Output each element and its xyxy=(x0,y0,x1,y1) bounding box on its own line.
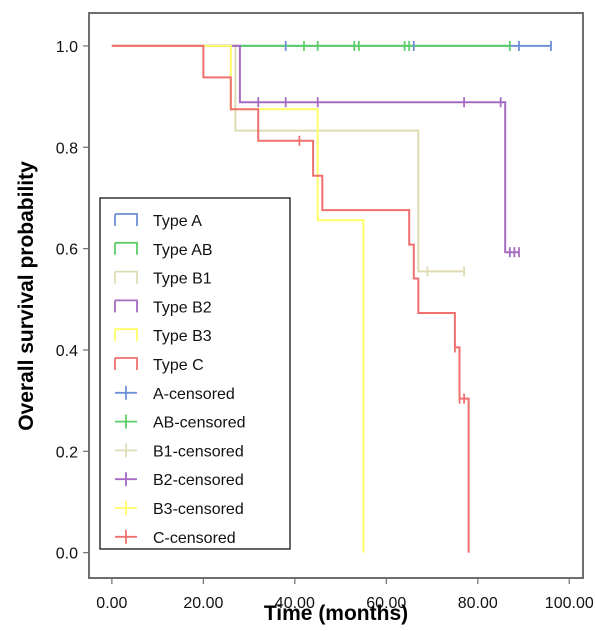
x-tick-label: 40.00 xyxy=(275,595,315,612)
legend-label-b1-censored: B1-censored xyxy=(153,443,244,460)
y-tick-label: 0.0 xyxy=(56,546,78,563)
legend-swatch-type-b2 xyxy=(114,299,138,313)
y-tick-label: 0.2 xyxy=(56,444,78,461)
legend: Type A Type AB Type B1 Type B2 Type B3 Type C… xyxy=(99,197,291,550)
series-line-type-c xyxy=(111,44,470,553)
x-axis-title: Time (months) xyxy=(264,602,408,625)
x-tick-label: 20.00 xyxy=(183,595,223,612)
y-tick-label: 0.6 xyxy=(56,242,78,259)
x-tick-label: 80.00 xyxy=(458,595,498,612)
legend-label-type-b2: Type B2 xyxy=(153,299,212,316)
series-layer xyxy=(111,44,551,553)
y-tick-label: 1.0 xyxy=(56,39,78,56)
legend-label-ab-censored: AB-censored xyxy=(153,415,246,432)
legend-label-c-censored: C-censored xyxy=(153,530,236,547)
x-tick-label: 0.00 xyxy=(96,595,127,612)
legend-swatch-type-b3 xyxy=(114,328,138,342)
legend-label-b2-censored: B2-censored xyxy=(153,472,244,489)
legend-swatch-type-b1 xyxy=(114,270,138,284)
x-tick-label: 60.00 xyxy=(366,595,406,612)
y-axis-title: Overall survival probability xyxy=(15,161,38,431)
legend-label-type-b3: Type B3 xyxy=(153,328,212,345)
y-axis: 0.0 0.2 0.4 0.6 0.8 1.0 xyxy=(56,39,89,563)
legend-label-b3-censored: B3-censored xyxy=(153,501,244,518)
legend-label-type-a: Type A xyxy=(153,213,202,230)
censor-layer xyxy=(257,40,552,404)
y-tick-label: 0.8 xyxy=(56,140,78,157)
legend-swatch-type-ab xyxy=(114,241,138,255)
legend-box xyxy=(99,197,291,550)
y-tick-label: 0.4 xyxy=(56,343,78,360)
legend-label-type-c: Type C xyxy=(153,357,204,374)
legend-label-type-ab: Type AB xyxy=(153,242,213,259)
x-tick-label: 100.00 xyxy=(545,595,594,612)
legend-swatch-type-c xyxy=(114,357,138,370)
legend-label-a-censored: A-censored xyxy=(153,386,235,403)
series-line-type-b3 xyxy=(111,44,365,553)
x-axis: 0.00 20.00 40.00 60.00 80.00 100.00 xyxy=(96,578,594,612)
legend-label-type-b1: Type B1 xyxy=(153,271,212,288)
legend-swatch-type-a xyxy=(114,213,138,226)
